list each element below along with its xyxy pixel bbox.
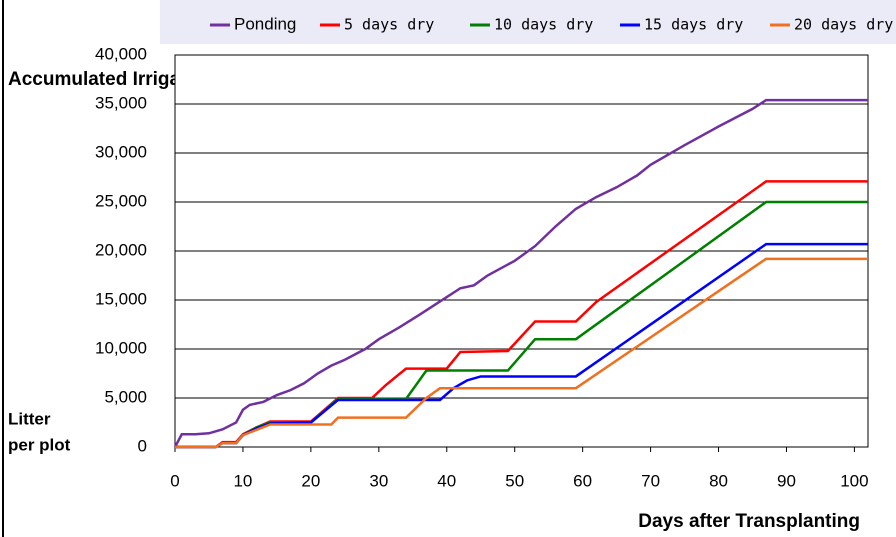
y-label-bottom: Litter [8,409,51,428]
y-tick-label: 30,000 [95,142,147,161]
legend-label: 20 days dry [794,16,893,34]
x-tick-label: 80 [709,471,728,490]
x-tick-label: 40 [437,471,456,490]
x-tick-label: 50 [505,471,524,490]
x-tick-label: 20 [301,471,320,490]
y-tick-label: 40,000 [95,44,147,63]
legend-label: Ponding [234,14,296,33]
y-tick-label: 35,000 [95,93,147,112]
y-tick-label: 5,000 [104,387,147,406]
legend-label: 15 days dry [644,16,743,34]
x-label: Days after Transplanting [638,511,860,532]
x-tick-label: 70 [641,471,660,490]
series-line [173,98,868,448]
legend-label: 5 days dry [344,16,434,34]
x-tick-label: 100 [840,471,868,490]
series-line [175,257,868,449]
y-tick-label: 0 [138,436,147,455]
y-tick-label: 10,000 [95,338,147,357]
y-tick-label: 20,000 [95,240,147,259]
x-tick-label: 0 [170,471,179,490]
x-tick-label: 60 [573,471,592,490]
x-tick-label: 10 [233,471,252,490]
legend-banner [160,0,896,44]
legend-label: 10 days dry [494,16,593,34]
x-tick-label: 90 [777,471,796,490]
x-tick-label: 30 [369,471,388,490]
y-tick-label: 25,000 [95,191,147,210]
y-tick-label: 15,000 [95,289,147,308]
y-label-bottom: per plot [8,435,71,454]
